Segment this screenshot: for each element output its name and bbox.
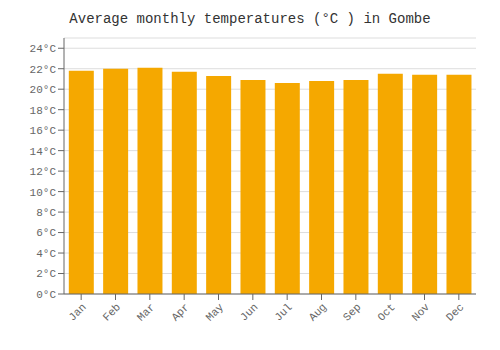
svg-text:Dec: Dec (444, 301, 466, 323)
svg-text:24°C: 24°C (30, 43, 57, 55)
svg-text:Sep: Sep (341, 301, 363, 323)
svg-text:8°C: 8°C (36, 207, 56, 219)
html-text:Average monthly temperatures (: Average monthly temperatures (°C ) in Go… (69, 11, 431, 27)
svg-text:0°C: 0°C (36, 289, 56, 301)
svg-text:Jun: Jun (238, 301, 260, 323)
svg-text:Apr: Apr (169, 301, 191, 323)
svg-text:Jul: Jul (272, 301, 294, 323)
svg-text:May: May (204, 301, 227, 324)
svg-text:Mar: Mar (135, 301, 157, 323)
svg-text:Jan: Jan (66, 301, 88, 323)
svg-text:14°C: 14°C (30, 146, 57, 158)
svg-text:16°C: 16°C (30, 125, 57, 137)
svg-text:22°C: 22°C (30, 64, 57, 76)
svg-text:Aug: Aug (307, 301, 329, 323)
svg-text:10°C: 10°C (30, 187, 57, 199)
svg-text:Feb: Feb (101, 301, 123, 323)
svg-text:12°C: 12°C (30, 166, 57, 178)
svg-text:Nov: Nov (410, 301, 433, 324)
svg-text:Oct: Oct (375, 301, 397, 323)
svg-text:20°C: 20°C (30, 84, 57, 96)
svg-text:4°C: 4°C (36, 248, 56, 260)
svg-text:6°C: 6°C (36, 227, 56, 239)
svg-text:18°C: 18°C (30, 105, 57, 117)
svg-text:2°C: 2°C (36, 268, 56, 280)
